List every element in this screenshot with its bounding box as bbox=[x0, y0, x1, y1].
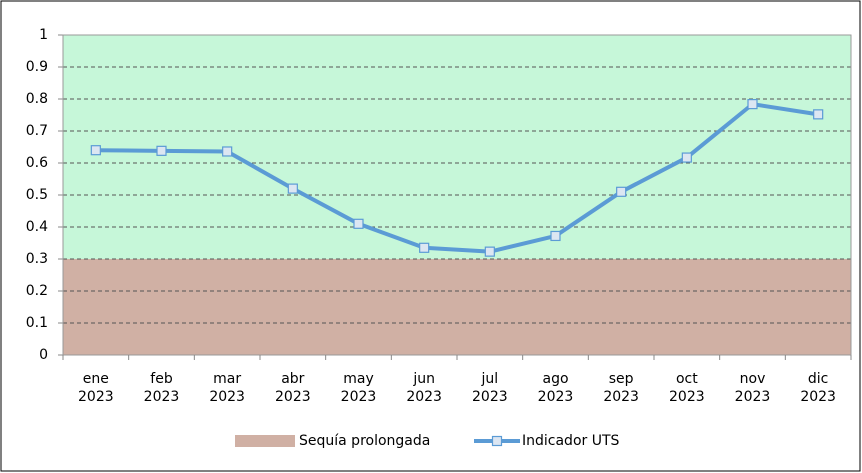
y-tick-label: 0.3 bbox=[26, 251, 48, 267]
area-segment bbox=[63, 259, 130, 355]
area-segment bbox=[785, 259, 852, 355]
area-segment bbox=[654, 259, 721, 355]
marker bbox=[287, 183, 298, 194]
marker bbox=[681, 152, 692, 163]
y-tick-label: 1 bbox=[39, 27, 48, 43]
y-tick-label: 0 bbox=[39, 347, 48, 363]
area-segment bbox=[128, 259, 195, 355]
legend-label: Sequía prolongada bbox=[299, 433, 430, 449]
x-tick-label: ago 2023 bbox=[537, 371, 574, 405]
x-tick-label: jul 2023 bbox=[472, 371, 508, 405]
y-tick-label: 0.4 bbox=[26, 219, 48, 235]
legend-marker bbox=[491, 435, 503, 447]
x-tick-label: may 2023 bbox=[340, 371, 377, 405]
y-tick-label: 0.7 bbox=[26, 123, 48, 139]
x-tick-label: feb 2023 bbox=[143, 371, 180, 405]
x-tick-label: mar 2023 bbox=[209, 371, 245, 405]
marker bbox=[419, 242, 430, 253]
y-tick-label: 0.1 bbox=[26, 315, 48, 331]
x-tick-label: oct 2023 bbox=[669, 371, 705, 405]
marker bbox=[550, 230, 561, 242]
x-tick-label: dic 2023 bbox=[800, 371, 836, 405]
area-segment bbox=[719, 259, 786, 355]
marker bbox=[90, 145, 101, 156]
y-tick-label: 0.5 bbox=[26, 187, 48, 203]
area-segment bbox=[522, 259, 589, 355]
legend-label: Indicador UTS bbox=[522, 433, 620, 449]
line bbox=[95, 102, 819, 254]
x-tick-label: ene 2023 bbox=[78, 371, 114, 405]
x-tick-label: jun 2023 bbox=[406, 371, 442, 405]
marker bbox=[353, 218, 364, 229]
x-tick-label: abr 2023 bbox=[275, 371, 311, 405]
area-segment bbox=[391, 259, 458, 355]
x-tick-label: sep 2023 bbox=[603, 371, 639, 405]
marker bbox=[484, 246, 495, 257]
area-segment bbox=[325, 259, 392, 355]
marker bbox=[747, 99, 758, 110]
legend-swatch bbox=[235, 435, 295, 447]
area-segment bbox=[260, 259, 327, 355]
y-tick-label: 0.2 bbox=[26, 283, 48, 299]
y-tick-label: 0.8 bbox=[26, 91, 48, 107]
marker bbox=[616, 186, 627, 197]
x-tick-label: nov 2023 bbox=[734, 371, 771, 405]
area-segment bbox=[588, 259, 655, 355]
marker bbox=[813, 109, 824, 120]
area-segment bbox=[457, 259, 524, 355]
marker bbox=[156, 145, 167, 156]
y-tick-label: 0.9 bbox=[26, 59, 48, 75]
area-segment bbox=[194, 259, 261, 355]
y-tick-label: 0.6 bbox=[26, 155, 48, 171]
marker bbox=[222, 146, 233, 157]
